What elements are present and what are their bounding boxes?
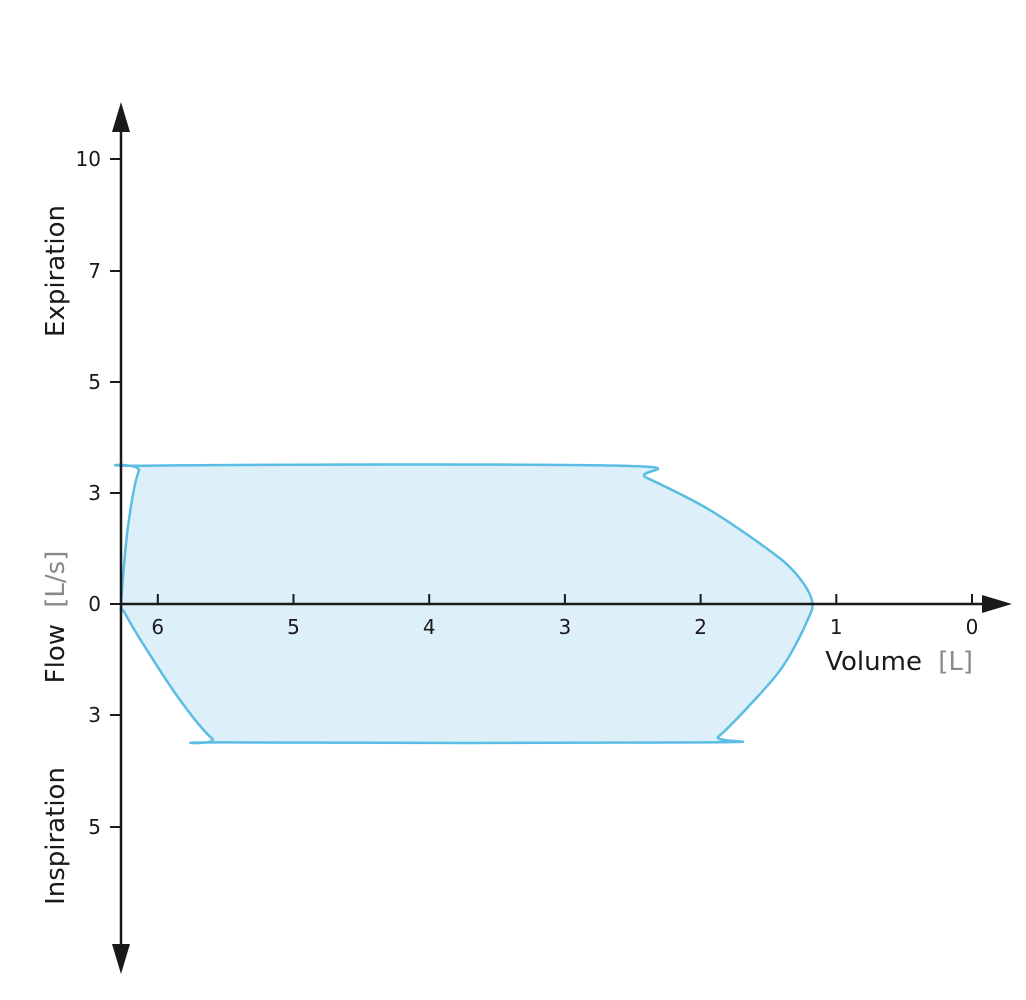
x-axis-title: Volume [L] (825, 647, 973, 677)
y-lower-label: Inspiration (41, 767, 71, 905)
x-tick-label: 5 (287, 615, 300, 639)
x-tick-label: 6 (151, 615, 164, 639)
x-tick-label: 1 (830, 615, 843, 639)
y-tick-label: 7 (88, 259, 101, 283)
x-tick-label: 0 (966, 615, 979, 639)
y-tick-label: 0 (88, 592, 101, 616)
y-ticks: 10 7 5 3 0 3 5 (76, 147, 121, 839)
y-tick-label: 3 (88, 703, 101, 727)
x-tick-label: 3 (559, 615, 572, 639)
y-axis-arrow-up (112, 102, 130, 132)
y-tick-label: 3 (88, 481, 101, 505)
y-axis-title-unit: [L/s] (41, 551, 71, 608)
y-tick-label: 5 (88, 370, 101, 394)
y-axis-title-text: Flow (41, 624, 71, 683)
x-axis-arrow-right (982, 595, 1012, 613)
x-tick-label: 4 (423, 615, 436, 639)
x-ticks: 6 5 4 3 2 1 0 (151, 594, 978, 639)
x-tick-label: 2 (694, 615, 707, 639)
x-axis-title-unit: [L] (938, 647, 973, 677)
y-tick-label: 10 (76, 147, 101, 171)
y-axis-title: Flow [L/s] (41, 551, 71, 684)
y-upper-label: Expiration (41, 205, 71, 337)
y-axis-arrow-down (112, 944, 130, 974)
x-axis-title-text: Volume (825, 647, 922, 677)
y-tick-label: 5 (88, 815, 101, 839)
